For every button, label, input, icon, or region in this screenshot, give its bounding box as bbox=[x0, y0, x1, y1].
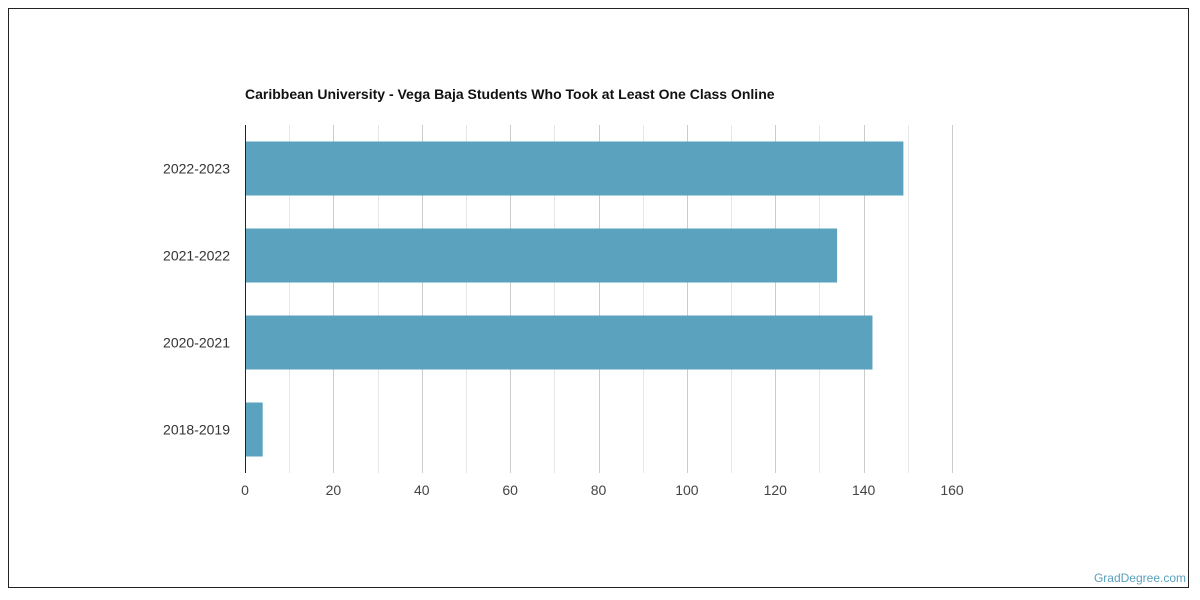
bars bbox=[245, 141, 904, 457]
graddegree-watermark[interactable]: GradDegree.com bbox=[1093, 571, 1186, 585]
category-label: 2021-2022 bbox=[163, 248, 230, 264]
category-labels: 2022-2023 2021-2022 2020-2021 2018-2019 bbox=[163, 161, 230, 438]
x-tick-label: 40 bbox=[414, 482, 430, 498]
bar-2020-2021 bbox=[245, 315, 873, 370]
bar-2022-2023 bbox=[245, 141, 904, 196]
x-tick-label: 20 bbox=[326, 482, 342, 498]
x-tick-label: 160 bbox=[940, 482, 964, 498]
x-tick-label: 120 bbox=[764, 482, 788, 498]
category-label: 2018-2019 bbox=[163, 422, 230, 438]
bar-2018-2019 bbox=[245, 402, 263, 457]
chart-frame bbox=[8, 8, 1189, 588]
category-label: 2022-2023 bbox=[163, 161, 230, 177]
x-tick-label: 80 bbox=[591, 482, 607, 498]
x-tick-label: 100 bbox=[675, 482, 699, 498]
chart-title: Caribbean University - Vega Baja Student… bbox=[245, 86, 775, 102]
x-axis-ticks: 0 20 40 60 80 100 120 140 160 bbox=[241, 482, 964, 498]
x-tick-label: 0 bbox=[241, 482, 249, 498]
category-label: 2020-2021 bbox=[163, 335, 230, 351]
x-tick-label: 140 bbox=[852, 482, 876, 498]
x-tick-label: 60 bbox=[502, 482, 518, 498]
bar-2021-2022 bbox=[245, 228, 838, 283]
